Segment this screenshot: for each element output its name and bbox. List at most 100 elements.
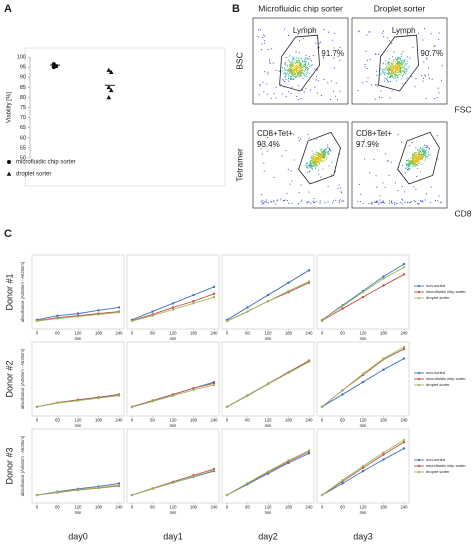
dot	[261, 143, 263, 145]
x-tick-label: 240	[401, 418, 409, 423]
dot	[416, 160, 418, 162]
dot	[398, 61, 400, 63]
legend-swatch	[417, 290, 421, 294]
dot	[424, 152, 426, 154]
dot	[400, 72, 402, 74]
dot	[300, 201, 302, 203]
x-tick-label: 240	[116, 505, 124, 510]
dot	[290, 70, 292, 72]
dot	[290, 78, 292, 80]
dot	[391, 90, 393, 92]
dot	[427, 145, 429, 147]
panel-frame	[221, 254, 315, 330]
dot	[289, 130, 291, 132]
dot	[381, 69, 383, 71]
dot	[281, 155, 283, 157]
data-point	[382, 357, 385, 360]
dot	[315, 42, 317, 44]
dot	[420, 155, 422, 157]
dot	[393, 71, 395, 73]
dot	[319, 162, 321, 164]
plot-frame	[351, 17, 448, 105]
dot	[406, 68, 408, 70]
dot	[402, 71, 404, 73]
dot	[297, 85, 299, 87]
dot	[323, 157, 325, 159]
data-point	[151, 487, 154, 491]
dot	[397, 66, 399, 68]
dot	[329, 148, 331, 150]
dot	[401, 70, 403, 72]
dot	[304, 60, 306, 62]
dot	[387, 69, 389, 71]
dot	[320, 156, 322, 158]
gate-label: Lymph	[293, 26, 317, 35]
dot	[411, 76, 413, 78]
dot	[285, 56, 287, 58]
dot	[401, 65, 403, 67]
dot	[388, 200, 390, 202]
dot	[296, 70, 298, 72]
dot	[298, 70, 300, 72]
dot	[319, 202, 321, 204]
dot	[314, 157, 316, 159]
dot	[395, 64, 397, 66]
dot	[400, 71, 402, 73]
dot	[388, 74, 390, 76]
gate-label: CD8+Tet+	[257, 129, 293, 138]
dot	[312, 157, 314, 159]
dot	[377, 203, 379, 205]
dot	[293, 70, 295, 72]
dot	[293, 62, 295, 64]
dot	[400, 66, 402, 68]
dot	[259, 29, 261, 31]
dot	[313, 165, 315, 167]
dot	[300, 65, 302, 67]
dot	[317, 80, 319, 82]
dot	[396, 69, 398, 71]
dot	[384, 68, 386, 70]
dot	[327, 31, 329, 33]
dot	[296, 57, 298, 59]
data-point	[192, 302, 195, 305]
dot	[323, 149, 325, 151]
dot	[264, 71, 266, 73]
data-point	[402, 266, 406, 269]
data-point	[341, 389, 344, 392]
dot	[422, 149, 424, 151]
dot	[299, 71, 301, 73]
dot	[420, 200, 422, 202]
dot	[375, 53, 377, 55]
dot	[300, 98, 302, 100]
dot	[417, 161, 419, 163]
dot	[299, 62, 301, 64]
dot	[308, 164, 310, 166]
dot	[329, 150, 331, 152]
x-tick-label: 180	[190, 505, 198, 510]
dot	[419, 155, 421, 157]
dot	[297, 67, 299, 69]
dot	[389, 76, 391, 78]
dot	[304, 67, 306, 69]
dot	[387, 73, 389, 75]
gate-label: CD8+Tet+	[356, 129, 392, 138]
data-point	[117, 482, 121, 485]
dot	[394, 64, 396, 66]
dot	[414, 163, 416, 165]
dot	[308, 137, 310, 139]
dot	[411, 157, 413, 159]
dot	[391, 75, 393, 77]
data-point	[212, 295, 216, 299]
dot	[302, 77, 304, 79]
dot	[416, 167, 418, 169]
dot	[298, 73, 300, 75]
dot	[309, 160, 311, 162]
dot	[422, 153, 424, 155]
dot	[260, 194, 262, 196]
dot	[411, 160, 413, 162]
dot	[320, 155, 322, 157]
dot	[428, 77, 430, 79]
dot	[397, 62, 399, 64]
dot	[312, 164, 314, 166]
dot	[400, 33, 402, 35]
